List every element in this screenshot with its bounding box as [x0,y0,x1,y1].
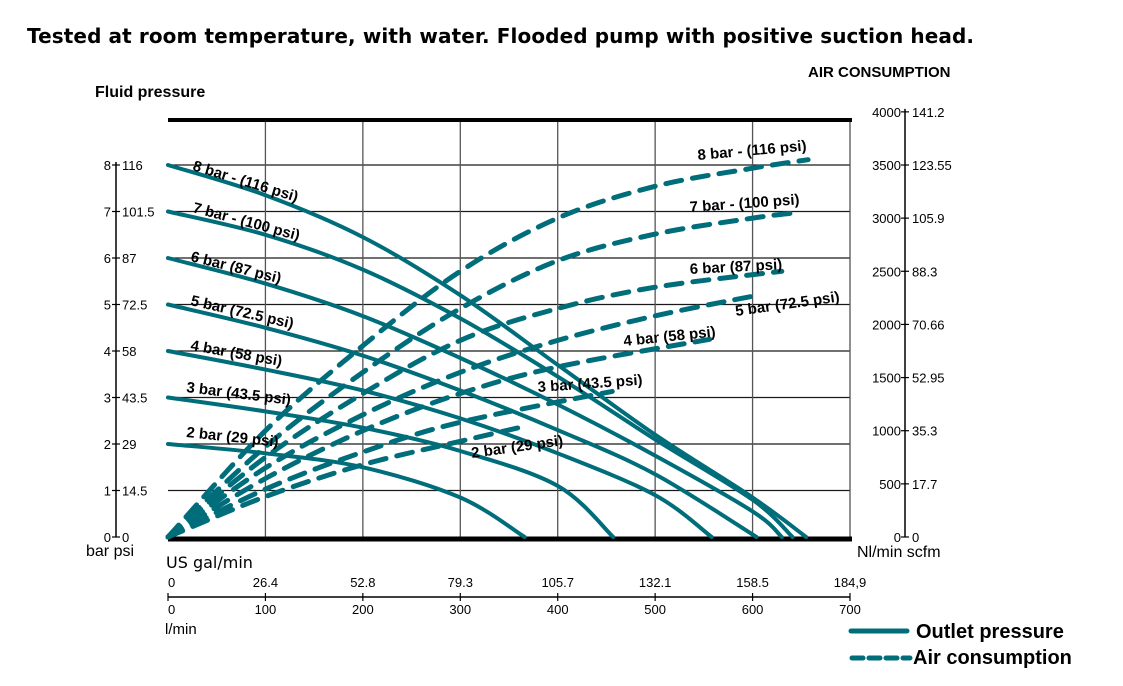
left-axis-bar-label: 5 [104,298,111,313]
x-axis-lmin-label: 500 [644,602,666,617]
pressure-curve-label: 3 bar (43.5 psi) [186,379,292,409]
air-curve-7bar [165,210,798,540]
x-axis-lmin-label: 0 [168,602,175,617]
pressure-curve-2bar [166,442,527,539]
pressure-curve-5bar [166,302,759,539]
right-axis-scfm-label: 70.66 [912,317,945,332]
air-curve-label: 6 bar (87 psi) [689,256,782,278]
left-axis-psi-label: 29 [122,437,136,452]
legend-outlet-pressure: Outlet pressure [916,621,1064,643]
right-axis-nlmin-label: 3000 [872,211,901,226]
left-axis-bar-label: 6 [104,251,111,266]
pressure-curve-3bar [166,395,616,539]
right-axis-scfm-label: 141.2 [912,105,945,120]
x-axis-lmin-label: 600 [742,602,764,617]
pressure-curve-4bar [166,349,714,539]
x-axis-lmin-label: 400 [547,602,569,617]
right-axis-scfm-label: 88.3 [912,264,937,279]
plot-frame [168,118,852,542]
left-axis-psi-label: 14.5 [122,484,147,499]
right-axis-scfm-label: 105.9 [912,211,945,226]
left-axis-psi-label: 58 [122,344,136,359]
right-axis-unit-label: Nl/min scfm [857,544,941,561]
x-axis-gal-label: 0 [168,575,175,590]
x-axis-lmin-label: 200 [352,602,374,617]
x-axis-lmin-label: 100 [255,602,277,617]
air-curve-8bar [165,157,811,540]
x-axis-lmin-label: 700 [839,602,861,617]
air-curve-6bar [165,268,785,540]
right-axis-nlmin-label: 2500 [872,264,901,279]
legend-air-consumption: Air consumption [913,647,1072,669]
left-axis-psi-label: 116 [122,158,143,173]
x-axis-gal-label: 52.8 [350,575,375,590]
x-axis-lmin-label: 300 [449,602,471,617]
right-axis-scfm-label: 123.55 [912,158,952,173]
left-axis-bar-label: 1 [104,484,111,499]
right-axis-nlmin-label: 3500 [872,158,901,173]
left-axis-bar-label: 2 [104,437,111,452]
left-axis-psi-label: 43.5 [122,391,147,406]
pressure-curve-6bar [166,256,784,539]
left-axis-bar-label: 7 [104,205,111,220]
left-axis-psi-label: 0 [122,530,129,545]
left-axis-unit-label: bar psi [86,543,134,560]
x-axis-gal-label: 158.5 [736,575,769,590]
right-axis-nlmin-label: 2000 [872,317,901,332]
left-axis-psi-label: 72.5 [122,298,147,313]
air-consumption-curves [165,157,811,540]
chart-title: Tested at room temperature, with water. … [27,24,975,48]
pressure-curve-label: 5 bar (72.5 psi) [189,292,295,332]
left-axis-psi-label: 87 [122,251,136,266]
air-curve-3bar [165,388,615,540]
x-axis-gal-label: 79.3 [448,575,473,590]
x-axis-lmin-title: l/min [165,621,197,638]
right-axis-scfm-label: 0 [912,530,919,545]
air-curve-5bar [165,292,763,540]
x-axis-gal-title: US gal/min [166,553,253,572]
left-axis-psi-label: 101.5 [122,205,155,220]
x-axis: US gal/min 0 0 26.4 100 52.8 200 79.3 300 105.7 40… [165,553,866,638]
left-axis-bar-label: 4 [104,344,111,359]
right-axis-nlmin-label: 500 [879,477,901,492]
right-axis-nlmin-label: 0 [894,530,901,545]
x-axis-gal-label: 132.1 [639,575,672,590]
legend: Outlet pressure Air consumption [848,621,1072,669]
right-axis-scfm-label: 17.7 [912,477,937,492]
right-axis: AIR CONSUMPTION 0 0 500 17.7 1000 35.3 1500 52.9… [808,64,952,561]
grid [168,120,851,537]
right-axis-nlmin-label: 1000 [872,424,901,439]
air-curve-label: 5 bar (72.5 psi) [734,289,840,320]
x-axis-gal-label: 26.4 [253,575,278,590]
pressure-curve-label: 6 bar (87 psi) [189,248,283,287]
right-axis-nlmin-label: 4000 [872,105,901,120]
right-axis-scfm-label: 52.95 [912,371,945,386]
left-axis-bar-label: 0 [104,530,111,545]
pressure-curve-7bar [166,209,795,539]
x-axis-gal-label: 105.7 [541,575,574,590]
right-axis-scfm-label: 35.3 [912,424,937,439]
x-axis-gal-label: 184,9 [834,575,867,590]
left-axis-bar-label: 3 [104,391,111,406]
right-axis-title: AIR CONSUMPTION [808,64,951,81]
left-axis-title: Fluid pressure [95,84,205,101]
right-axis-nlmin-label: 1500 [872,371,901,386]
left-axis-bar-label: 8 [104,158,111,173]
outlet-pressure-curves [166,163,809,539]
